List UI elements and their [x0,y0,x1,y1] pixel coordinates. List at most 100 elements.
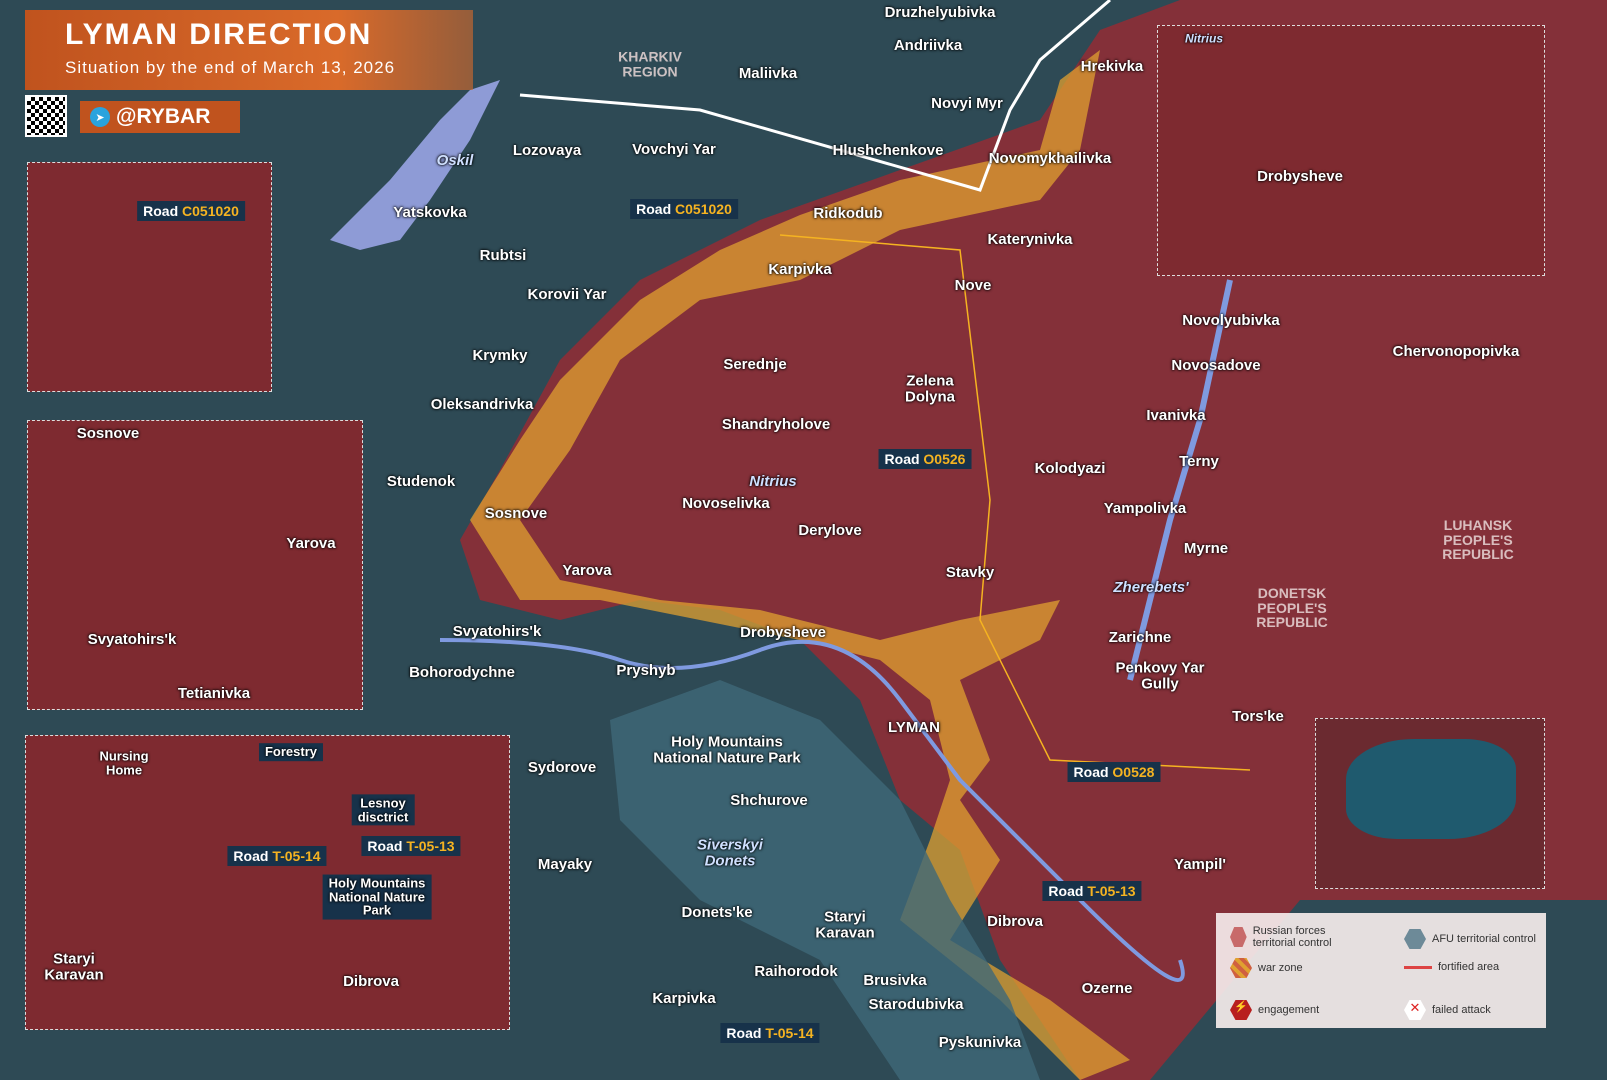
inset-place: Dibrova [343,973,399,991]
place-label: Myrne [1183,540,1229,558]
place-label: Brusivka [863,972,927,990]
place-label: Yarova [562,562,612,580]
place-label: Dibrova [987,913,1043,931]
place-label: Druzhelyubivka [884,4,996,22]
place-label: Lozovaya [512,142,582,160]
place-label: Pyskunivka [938,1034,1022,1052]
place-label: Novoselivka [682,495,770,513]
river-label: Oskil [436,152,474,170]
inset-place: Holy Mountains National Nature Park [322,874,432,920]
road-label: Road O0526 [878,449,972,469]
place-label: Karpivka [768,261,832,279]
state-border [519,0,1111,192]
place-label: Penkovy Yar Gully [1115,659,1205,692]
place-label: Kolodyazi [1034,460,1106,478]
place-label: Zarichne [1108,629,1172,647]
road-code: O0528 [1112,764,1155,780]
inset-road-c051020: Road C051020 [27,162,272,392]
place-label: Sosnove [484,505,548,523]
brand-badge[interactable]: ➤ @RYBAR [80,101,240,133]
place-label: Novosadove [1171,357,1261,375]
river-label: Zherebets' [1113,579,1189,597]
afu-forest-area [610,680,1040,1080]
inset-place: Forestry [258,743,324,761]
oskil-river [330,80,500,250]
failed-attack-icon: ✕ [1404,1000,1426,1020]
place-label: Maliivka [738,65,798,83]
place-label: Ozerne [1081,980,1133,998]
war-zone-hex [1230,958,1252,978]
place-label: Nove [954,277,992,295]
place-label: Derylove [798,522,862,540]
road-code: T-05-14 [765,1025,814,1041]
place-label: Holy Mountains National Nature Park [653,733,801,766]
place-label: Yatskovka [393,204,467,222]
engagement-icon: ⚡ [1230,1000,1252,1020]
telegram-icon: ➤ [90,107,110,127]
fortified-line [1404,965,1432,969]
road-label: Road C051020 [137,201,245,221]
place-label: Svyatohirs'k [452,623,542,641]
place-label: Stavky [945,564,995,582]
inset-place: Drobysheve [1257,168,1343,186]
russian-control-hex [1230,927,1247,947]
inset-svyatohirsk: Sosnove Yarova Svyatohirs'k Tetianivka [27,420,363,710]
legend-item: ⚡ engagement [1230,1000,1319,1020]
place-label: Katerynivka [987,231,1073,249]
legend: Russian forces territorial control AFU t… [1216,913,1546,1028]
river-label: Siverskyi Donets [697,836,763,869]
place-label: Korovii Yar [527,286,607,304]
place-label: Bohorodychne [409,664,515,682]
place-label: LYMAN [888,719,940,737]
brand-handle: @RYBAR [116,105,211,128]
road-code: O0526 [923,451,966,467]
road-prefix: Road [726,1025,762,1041]
place-label: Vovchyi Yar [632,141,716,159]
inset-river: Nitrius [1184,31,1224,46]
road-prefix: Road [1073,764,1109,780]
ukraine-shape [1346,739,1516,839]
place-label: Staryi Karavan [815,908,875,941]
place-label: Shandryholove [721,416,831,434]
legend-item: AFU territorial control [1404,929,1536,949]
region-label: LUHANSK PEOPLE'S REPUBLIC [1442,516,1514,563]
road-label: Road T-05-14 [227,846,327,866]
place-label: Krymky [472,347,528,365]
place-label: Rubtsi [479,247,527,265]
place-label: Oleksandrivka [430,396,534,414]
place-label: Pryshyb [616,662,676,680]
place-label: Novolyubivka [1182,312,1280,330]
qr-code[interactable] [25,95,67,137]
place-label: Andriivka [893,37,963,55]
road-prefix: Road [884,451,920,467]
road-label: Road C051020 [630,199,738,219]
place-label: Drobysheve [740,624,826,642]
place-label: Chervonopopivka [1392,343,1520,361]
place-label: Yampil' [1174,856,1226,874]
inset-place: Staryi Karavan [44,950,104,983]
road-line [779,234,1251,771]
place-label: Donets'ke [681,904,753,922]
road-prefix: Road [636,201,672,217]
place-label: Hrekivka [1080,58,1144,76]
legend-item: fortified area [1404,961,1499,973]
place-label: Raihorodok [754,963,838,981]
road-prefix: Road [1048,883,1084,899]
legend-item: ✕ failed attack [1404,1000,1491,1020]
header-banner: LYMAN DIRECTION Situation by the end of … [25,10,473,90]
inset-place: Nursing Home [99,748,149,777]
legend-item: war zone [1230,958,1303,978]
place-label: Tors'ke [1232,708,1284,726]
place-label: Karpivka [652,990,716,1008]
place-label: Ivanivka [1146,407,1206,425]
place-label: Zelena Dolyna [904,372,956,405]
inset-place: Yarova [286,535,336,553]
road-label: Road T-05-13 [361,836,461,856]
page-subtitle: Situation by the end of March 13, 2026 [65,58,396,77]
road-label: Road O0528 [1067,762,1161,782]
road-label: Road T-05-14 [720,1023,820,1043]
region-label: KHARKIV REGION [618,48,682,79]
inset-place: Svyatohirs'k [87,631,177,649]
road-code: C051020 [675,201,732,217]
place-label: Studenok [386,473,456,491]
